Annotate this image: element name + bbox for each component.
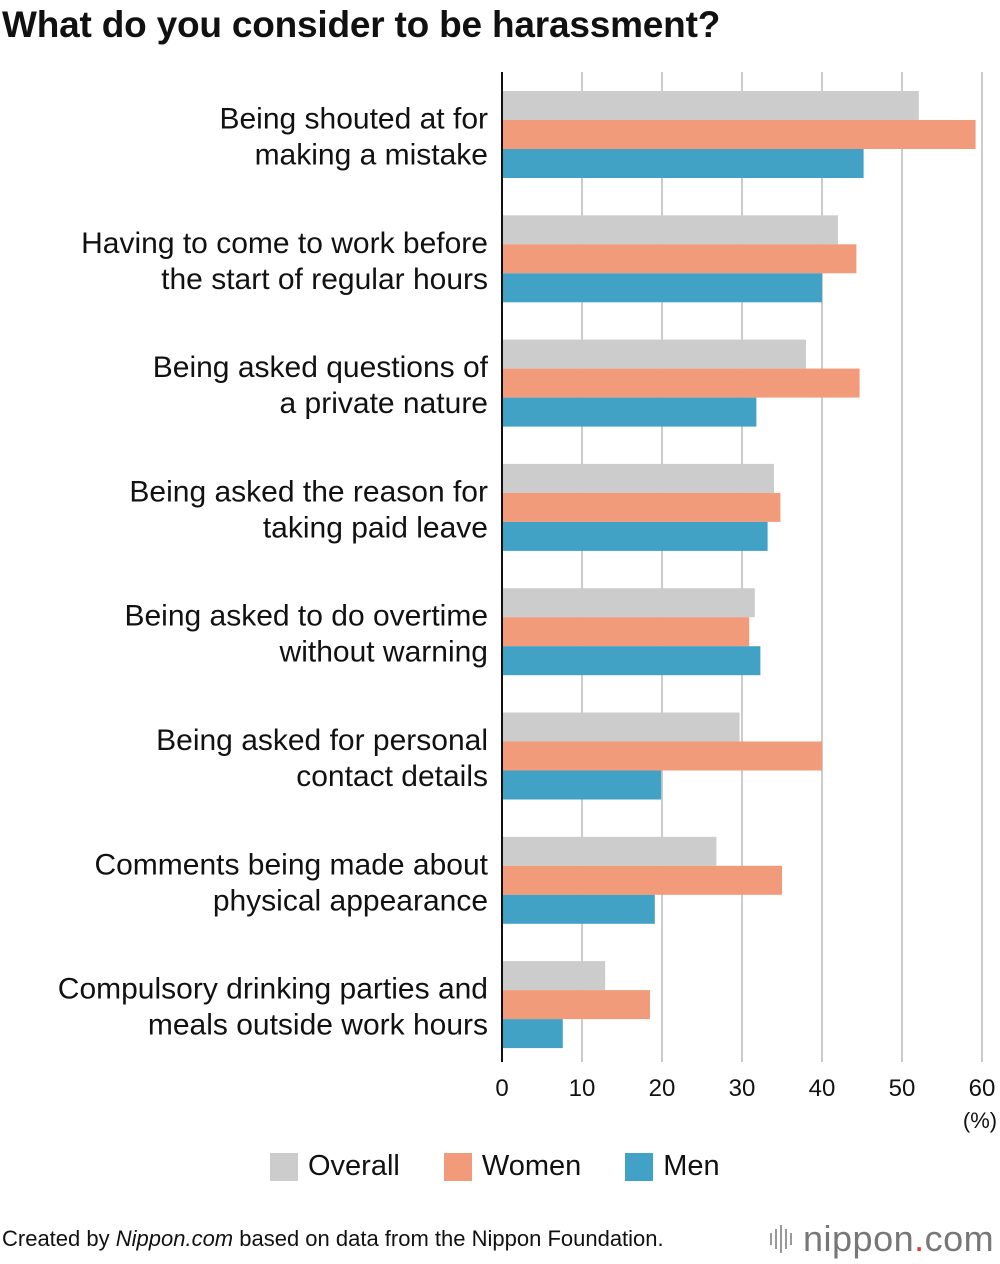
bar-women-6 (502, 741, 822, 771)
legend-swatch-women (443, 1152, 472, 1181)
x-tick-label-30: 30 (729, 1075, 756, 1102)
legend-swatch-overall (270, 1152, 298, 1181)
bar-overall-4 (502, 463, 774, 493)
category-label-7: Comments being made about physical appear… (94, 848, 488, 917)
legend: Overall Women Men (270, 1150, 764, 1183)
x-tick-label-40: 40 (809, 1075, 836, 1102)
x-tick-labels: 0 10 20 30 40 50 60 (495, 1075, 995, 1102)
legend-label-overall: Overall (308, 1150, 400, 1182)
category-label-3-line-1: Being asked questions of (153, 351, 489, 384)
legend-label-men: Men (663, 1150, 720, 1182)
bar-overall-5 (502, 588, 755, 618)
legend-swatch-men (625, 1152, 654, 1181)
nippon-logo: nippon.com (770, 1218, 994, 1260)
category-label-1: Being shouted at for making a mistake (219, 103, 488, 172)
category-label-4: Being asked the reason for taking paid le… (129, 475, 488, 544)
bar-men-7 (502, 894, 655, 924)
legend-item-women: Women (443, 1150, 582, 1183)
bar-overall-7 (502, 836, 717, 866)
x-tick-label-10: 10 (569, 1075, 596, 1102)
category-label-6-line-2: contact details (296, 760, 488, 793)
x-axis-unit: (%) (963, 1108, 997, 1133)
logo-tld: com (924, 1218, 995, 1259)
bar-men-5 (502, 646, 761, 676)
category-label-4-line-2: taking paid leave (263, 511, 488, 544)
bar-chart: Being shouted at for making a mistake Havi… (58, 72, 997, 1133)
bar-men-8 (502, 1019, 563, 1049)
logo-text: nippon.com (803, 1218, 994, 1260)
category-label-8-line-1: Compulsory drinking parties and (58, 973, 488, 1006)
logo-mark-icon (770, 1225, 795, 1253)
x-tick-label-50: 50 (889, 1075, 916, 1102)
bar-women-1 (502, 120, 976, 149)
category-label-6-line-1: Being asked for personal (156, 724, 488, 757)
bar-women-4 (502, 492, 781, 522)
category-label-5-line-1: Being asked to do overtime (124, 600, 488, 633)
category-label-2-line-1: Having to come to work before (81, 227, 488, 260)
bar-overall-2 (502, 215, 838, 245)
bar-men-2 (502, 273, 822, 303)
category-label-2-line-2: the start of regular hours (161, 263, 488, 296)
bar-overall-6 (502, 712, 740, 742)
bar-women-3 (502, 368, 860, 398)
bar-women-7 (502, 865, 782, 895)
category-label-1-line-1: Being shouted at for (219, 103, 488, 136)
bar-women-5 (502, 617, 750, 647)
bar-overall-3 (502, 339, 806, 369)
logo-name: nippon (803, 1218, 915, 1259)
category-label-6: Being asked for personal contact details (156, 724, 488, 793)
category-label-8-line-2: meals outside work hours (148, 1009, 488, 1042)
legend-label-women: Women (481, 1150, 582, 1182)
credit-suffix: based on data from the Nippon Foundation… (233, 1226, 664, 1251)
credit-prefix: Created by (2, 1226, 116, 1251)
bar-men-1 (502, 149, 864, 178)
x-tick-label-60: 60 (969, 1075, 996, 1102)
legend-item-men: Men (625, 1150, 720, 1183)
category-label-7-line-1: Comments being made about (94, 848, 488, 881)
logo-dot: . (914, 1218, 925, 1259)
category-label-2: Having to come to work before the start o… (81, 227, 488, 296)
source-credit: Created by Nippon.com based on data from… (2, 1226, 664, 1252)
bars (502, 91, 976, 1049)
bar-overall-1 (502, 91, 919, 120)
x-tick-label-20: 20 (649, 1075, 676, 1102)
bar-women-8 (502, 990, 650, 1020)
credit-source: Nippon.com (115, 1226, 234, 1251)
category-label-5: Being asked to do overtime without warnin… (124, 600, 488, 669)
bar-women-2 (502, 244, 857, 274)
legend-item-overall: Overall (270, 1150, 400, 1183)
category-label-3: Being asked questions of a private nature (153, 351, 489, 420)
category-label-5-line-2: without warning (279, 636, 488, 669)
bar-men-4 (502, 521, 768, 551)
category-label-1-line-2: making a mistake (255, 139, 488, 172)
category-label-4-line-1: Being asked the reason for (129, 475, 488, 508)
bar-overall-8 (502, 961, 606, 991)
category-label-7-line-2: physical appearance (213, 884, 488, 917)
category-label-8: Compulsory drinking parties and meals out… (58, 973, 488, 1042)
bar-men-3 (502, 397, 757, 427)
x-tick-label-0: 0 (495, 1075, 508, 1102)
category-label-3-line-2: a private nature (280, 387, 488, 420)
bar-men-6 (502, 770, 662, 800)
chart-title: What do you consider to be harassment? (2, 4, 721, 45)
category-labels: Being shouted at for making a mistake Havi… (58, 103, 489, 1042)
